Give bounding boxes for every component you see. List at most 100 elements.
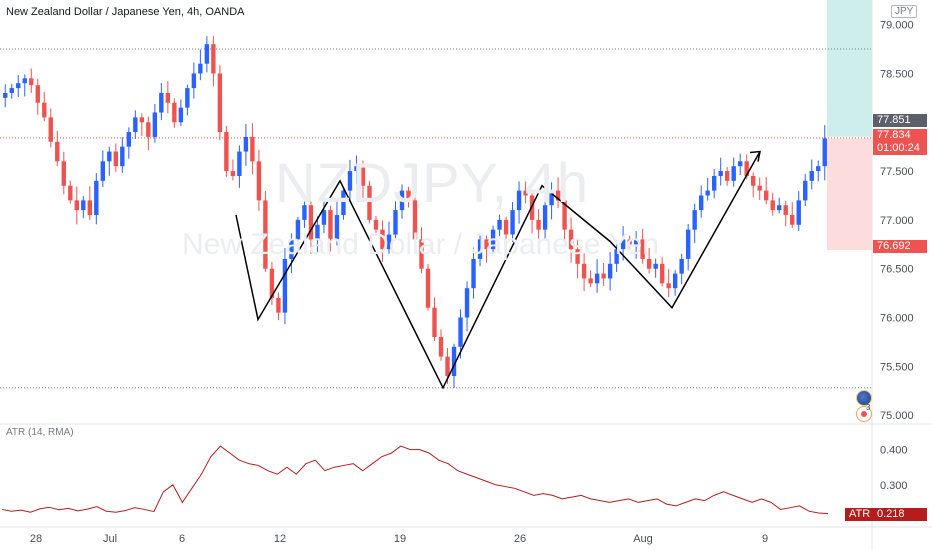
candle-body: [484, 239, 489, 250]
candle-body: [679, 258, 684, 274]
candle-body: [380, 229, 385, 250]
time-tick-label: 26: [514, 533, 526, 545]
candle-body: [698, 195, 704, 211]
candle-body: [458, 317, 463, 347]
candle-body: [360, 166, 366, 186]
candle-body: [126, 132, 132, 147]
atr-tick-label: 0.300: [880, 480, 908, 492]
candle-body: [744, 161, 749, 176]
candle-body: [373, 219, 379, 230]
candle-body: [816, 166, 821, 172]
currency-badge[interactable]: JPY: [891, 5, 918, 18]
price-tick-label: 75.000: [880, 410, 914, 422]
candle-body: [490, 229, 496, 250]
candle-body: [510, 210, 515, 235]
time-tick-label: 12: [274, 533, 286, 545]
candle-body: [198, 63, 203, 74]
candle-body: [659, 263, 665, 284]
candle-body: [29, 78, 34, 86]
loss-zone: [827, 138, 872, 250]
time-tick-label: 28: [30, 533, 42, 545]
time-tick-label: Jul: [103, 533, 117, 545]
candle-body: [263, 200, 268, 269]
candle-body: [256, 161, 262, 201]
candle-body: [477, 239, 483, 259]
candle-body: [139, 117, 145, 123]
candle-body: [48, 117, 53, 142]
time-tick-label: 9: [762, 533, 768, 545]
last-price-value: 77.834: [877, 129, 911, 141]
candle-body: [113, 151, 119, 167]
candle-body: [367, 185, 372, 220]
candle-body: [42, 102, 47, 118]
candle-body: [412, 200, 418, 240]
candle-body: [328, 210, 333, 240]
profit-zone: [827, 0, 872, 137]
candle-body: [224, 132, 229, 172]
candle-body: [87, 200, 93, 215]
candle-body: [718, 171, 723, 176]
target-price-tag: 77.851: [873, 114, 927, 127]
candle-body: [562, 200, 567, 230]
dividends-icon[interactable]: [856, 406, 872, 422]
earth-icon[interactable]: [856, 390, 872, 406]
candle-body: [672, 273, 678, 289]
candle-body: [809, 171, 814, 181]
candle-body: [94, 180, 99, 215]
candle-body: [386, 234, 392, 250]
candle-body: [783, 205, 788, 215]
candle-body: [107, 151, 112, 162]
candle-body: [451, 346, 457, 377]
atr-indicator-title[interactable]: ATR (14, RMA): [6, 427, 74, 438]
price-tick-label: 76.500: [880, 264, 914, 276]
candle-body: [646, 258, 652, 269]
zigzag-pattern-line: [235, 151, 761, 390]
candle-body: [666, 283, 671, 289]
candle-body: [724, 171, 730, 181]
candle-body: [705, 190, 710, 196]
chart-title: New Zealand Dollar / Japanese Yen, 4h, O…: [6, 6, 245, 18]
candle-body: [594, 273, 600, 284]
candle-body: [503, 219, 509, 235]
bar-countdown: 01:00:24: [877, 142, 920, 154]
candle-body: [217, 73, 223, 133]
symbol-watermark: NZDJPY, 4h: [275, 151, 589, 214]
candle-body: [751, 175, 756, 186]
candle-body: [516, 190, 522, 211]
atr-line: [1, 445, 829, 515]
candle-body: [276, 297, 281, 313]
candle-body: [627, 239, 632, 245]
candle-body: [211, 44, 216, 74]
candle-body: [289, 239, 294, 259]
candle-body: [471, 258, 476, 289]
candle-body: [757, 185, 762, 191]
candle-body: [35, 85, 40, 103]
candle-body: [796, 200, 801, 225]
alerts-count: 3: [866, 403, 871, 412]
candle-body: [419, 239, 424, 269]
price-tick-label: 76.000: [880, 313, 914, 325]
candle-body: [282, 258, 288, 313]
candle-body: [191, 73, 197, 89]
candle-body: [341, 190, 346, 215]
candle-body: [315, 224, 320, 240]
candle-body: [185, 88, 190, 108]
candle-body: [464, 288, 470, 318]
price-tick-label: 77.500: [880, 166, 914, 178]
candle-body: [575, 249, 580, 264]
stop-price-tag: 76.692: [873, 240, 927, 253]
candle-body: [438, 337, 444, 357]
candle-body: [22, 78, 27, 84]
price-tick-label: 78.500: [880, 68, 914, 80]
candle-body: [523, 190, 528, 196]
candle-body: [822, 138, 827, 167]
candle-body: [295, 219, 301, 240]
candle-body: [250, 136, 255, 162]
candle-body: [172, 102, 177, 123]
candle-body: [243, 136, 249, 152]
candle-body: [74, 200, 79, 211]
last-price-tag: 77.834 01:00:24: [873, 129, 927, 155]
candle-body: [237, 151, 242, 176]
candle-body: [3, 92, 8, 98]
